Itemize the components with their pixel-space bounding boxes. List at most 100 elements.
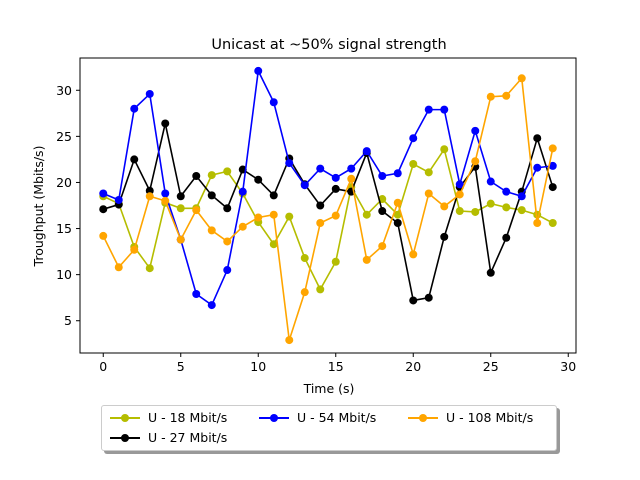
data-point <box>300 181 309 190</box>
data-point <box>145 192 154 201</box>
data-point <box>238 222 247 231</box>
data-point <box>300 254 309 263</box>
data-point <box>269 240 278 249</box>
data-point <box>409 134 418 143</box>
x-tick-label: 25 <box>483 359 499 374</box>
data-point <box>440 202 449 211</box>
series-4 <box>99 74 557 345</box>
data-point <box>223 237 232 246</box>
data-point <box>130 155 139 164</box>
data-point <box>393 169 402 178</box>
x-tick-label: 10 <box>250 359 266 374</box>
data-point <box>502 233 511 242</box>
data-point <box>548 144 557 153</box>
data-point <box>331 184 340 193</box>
data-point <box>316 201 325 210</box>
data-point <box>331 211 340 220</box>
data-point <box>130 245 139 254</box>
y-tick-label: 10 <box>56 267 72 282</box>
data-point <box>316 164 325 173</box>
data-point <box>145 89 154 98</box>
plot-area <box>79 57 577 354</box>
data-point <box>440 105 449 114</box>
chart-title: Unicast at ~50% signal strength <box>211 37 446 53</box>
data-point <box>517 206 526 215</box>
legend-swatch <box>110 432 140 444</box>
data-point <box>440 145 449 154</box>
legend-item: U - 18 Mbit/s <box>110 410 227 425</box>
data-point <box>176 235 185 244</box>
data-point <box>207 171 216 180</box>
data-point <box>533 134 542 143</box>
data-point <box>176 192 185 201</box>
data-point <box>161 196 170 205</box>
data-point <box>548 183 557 192</box>
x-tick-label: 5 <box>177 359 185 374</box>
data-point <box>424 168 433 177</box>
x-axis-ticks: 0 5 10 15 20 25 30 <box>99 353 576 374</box>
data-point <box>99 205 108 214</box>
data-point <box>517 192 526 201</box>
data-point <box>99 231 108 240</box>
data-point <box>378 207 387 216</box>
data-point <box>238 187 247 196</box>
x-axis-label: Time (s) <box>303 381 355 396</box>
data-point <box>223 266 232 275</box>
data-point <box>300 288 309 297</box>
data-point <box>486 268 495 277</box>
series-line <box>102 76 554 341</box>
data-point <box>517 74 526 83</box>
data-point <box>130 104 139 113</box>
data-point <box>161 189 170 198</box>
data-point <box>455 207 464 216</box>
data-point <box>378 172 387 180</box>
y-axis-ticks: 5 10 15 20 25 30 <box>56 83 80 328</box>
legend-item: U - 54 Mbit/s <box>259 410 376 425</box>
data-point <box>207 226 216 235</box>
data-point <box>223 167 232 176</box>
data-point <box>502 91 511 100</box>
legend-item: U - 108 Mbit/s <box>408 410 533 425</box>
data-point <box>207 191 216 200</box>
x-tick-label: 20 <box>405 359 421 374</box>
legend-label: U - 108 Mbit/s <box>446 410 534 425</box>
data-point <box>99 189 108 198</box>
data-point <box>548 161 557 170</box>
data-point <box>471 207 480 216</box>
data-point <box>207 301 216 310</box>
data-point <box>409 296 418 305</box>
data-point <box>254 66 263 75</box>
data-point <box>548 219 557 228</box>
data-point <box>269 191 278 200</box>
data-point <box>362 255 371 264</box>
data-point <box>393 219 402 228</box>
data-point <box>223 204 232 213</box>
data-point <box>269 98 278 107</box>
data-point <box>502 203 511 212</box>
data-point <box>440 232 449 241</box>
legend-swatch <box>110 412 140 424</box>
data-point <box>362 210 371 219</box>
x-tick-label: 0 <box>99 359 107 374</box>
data-point <box>254 175 263 184</box>
data-point <box>161 119 170 128</box>
y-tick-label: 15 <box>56 221 72 236</box>
y-tick-label: 30 <box>56 83 72 98</box>
data-point <box>316 219 325 228</box>
data-point <box>114 195 123 204</box>
data-point <box>285 159 294 168</box>
data-point <box>176 204 185 213</box>
data-point <box>393 198 402 207</box>
legend-item: U - 27 Mbit/s <box>110 430 227 445</box>
data-point <box>145 186 154 195</box>
data-point <box>502 187 511 196</box>
x-tick-label: 30 <box>560 359 576 374</box>
data-point <box>471 126 480 135</box>
data-point <box>486 177 495 186</box>
legend-label: U - 27 Mbit/s <box>148 430 228 445</box>
y-tick-label: 25 <box>56 129 72 144</box>
data-point <box>331 257 340 266</box>
data-point <box>192 172 201 180</box>
legend-label: U - 54 Mbit/s <box>297 410 377 425</box>
